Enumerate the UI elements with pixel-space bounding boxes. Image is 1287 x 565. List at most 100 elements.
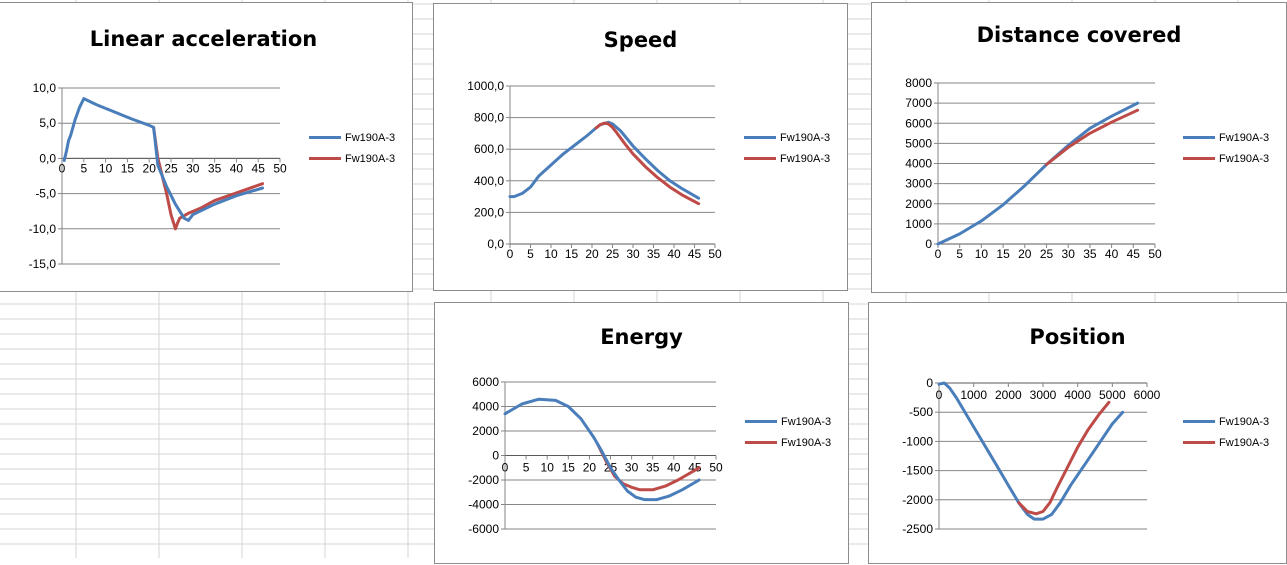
y-tick-label: -10,0 <box>29 222 57 236</box>
y-tick-label: -1000 <box>902 434 933 448</box>
y-tick-label: -15,0 <box>29 257 57 271</box>
x-tick-label: 10 <box>975 247 989 261</box>
x-tick-label: 15 <box>562 461 576 475</box>
y-tick-label: -1500 <box>902 464 933 478</box>
plot-area: 1000,0 800,0 600,0 400,0 200,0 0,00 5 10 15 20 25 3… <box>467 79 722 261</box>
legend: Fw190A-3 Fw190A-3 <box>745 411 831 453</box>
y-tick-label: 3000 <box>905 177 932 191</box>
x-tick-label: 20 <box>143 161 157 175</box>
x-tick-label: 40 <box>230 161 244 175</box>
y-tick-label: 5,0 <box>39 116 56 130</box>
series-line-1 <box>936 101 1140 246</box>
legend-swatch-series-1 <box>1183 420 1215 423</box>
x-tick-label: 50 <box>1148 247 1162 261</box>
y-tick-label: 800,0 <box>474 111 504 125</box>
x-tick-label: 5 <box>956 247 963 261</box>
x-tick-label: 25 <box>1040 247 1054 261</box>
legend-entry-series-1: Fw190A-3 <box>744 127 830 148</box>
chart-linear-acceleration[interactable]: Linear acceleration 10,0 5,0 0,0 -5,0 -10,0 -… <box>0 2 413 292</box>
x-tick-label: 40 <box>667 247 681 261</box>
legend-label-series-1: Fw190A-3 <box>1219 131 1270 144</box>
x-tick-label: 35 <box>1083 247 1097 261</box>
y-tick-label: 0 <box>926 376 933 390</box>
legend-label-series-2: Fw190A-3 <box>781 436 832 449</box>
legend-swatch-series-1 <box>744 136 776 139</box>
x-tick-label: 5 <box>527 247 534 261</box>
y-tick-label: 6000 <box>905 116 932 130</box>
x-tick-label: 40 <box>1105 247 1119 261</box>
x-tick-label: 5000 <box>1099 388 1126 402</box>
legend-entry-series-1: Fw190A-3 <box>1183 411 1269 432</box>
x-tick-label: 45 <box>1127 247 1141 261</box>
x-tick-label: 0 <box>936 388 943 402</box>
x-tick-label: 15 <box>121 161 135 175</box>
legend: Fw190A-3 Fw190A-3 <box>1183 411 1269 453</box>
legend-label-series-2: Fw190A-3 <box>345 152 396 165</box>
y-tick-label: 4000 <box>472 400 499 414</box>
legend-entry-series-1: Fw190A-3 <box>1183 127 1269 148</box>
y-tick-label: 1000 <box>905 217 932 231</box>
legend-label-series-1: Fw190A-3 <box>1219 415 1270 428</box>
x-tick-label: 30 <box>625 461 639 475</box>
series-line-1 <box>937 381 1125 521</box>
y-tick-label: 0 <box>925 237 932 251</box>
y-tick-label: -6000 <box>468 522 499 536</box>
y-tick-label: 4000 <box>905 157 932 171</box>
x-tick-label: 50 <box>709 461 723 475</box>
x-tick-label: 45 <box>252 161 266 175</box>
y-tick-label: 0,0 <box>39 151 56 165</box>
x-tick-label: 15 <box>565 247 579 261</box>
legend-label-series-1: Fw190A-3 <box>780 131 831 144</box>
legend-entry-series-2: Fw190A-3 <box>1183 432 1269 453</box>
y-tick-label: 0 <box>492 449 499 463</box>
x-tick-label: 2000 <box>995 388 1022 402</box>
legend-entry-series-2: Fw190A-3 <box>309 148 395 169</box>
legend: Fw190A-3 Fw190A-3 <box>309 127 395 169</box>
chart-energy[interactable]: Energy 6000 4000 2000 0 -2000 -4000 -6000 0 5 10 1… <box>434 302 849 564</box>
y-tick-label: 7000 <box>905 96 932 110</box>
legend-swatch-series-1 <box>1183 136 1215 139</box>
y-tick-label: 2000 <box>905 197 932 211</box>
legend-label-series-2: Fw190A-3 <box>1219 436 1270 449</box>
y-tick-label: -2000 <box>468 473 499 487</box>
series-line-2 <box>152 125 265 231</box>
y-tick-label: 1000,0 <box>467 79 504 93</box>
legend-swatch-series-2 <box>745 441 777 444</box>
y-tick-label: -2000 <box>902 493 933 507</box>
series-line-2 <box>1045 108 1140 166</box>
x-tick-label: 30 <box>186 161 200 175</box>
legend-entry-series-2: Fw190A-3 <box>1183 148 1269 169</box>
y-tick-label: 8000 <box>905 76 932 90</box>
legend-label-series-1: Fw190A-3 <box>781 415 832 428</box>
chart-position[interactable]: Position 0 -500 -1000 -1500 -2000 -2500 0 1000 2… <box>868 302 1287 564</box>
x-tick-label: 50 <box>273 161 287 175</box>
x-tick-label: 30 <box>626 247 640 261</box>
y-tick-label: 600,0 <box>474 142 504 156</box>
series-line-1 <box>62 97 265 222</box>
chart-title: Energy <box>600 325 683 349</box>
y-tick-label: 5000 <box>905 136 932 150</box>
chart-speed[interactable]: Speed 1000,0 800,0 600,0 400,0 200,0 0,0 0 5 10 1… <box>433 3 848 291</box>
x-tick-label: 5 <box>523 461 530 475</box>
plot-area: 10,0 5,0 0,0 -5,0 -10,0 -15,0 0 5 10 15 20 25 30 35 40… <box>29 81 287 271</box>
legend-label-series-2: Fw190A-3 <box>780 152 831 165</box>
x-tick-label: 30 <box>1062 247 1076 261</box>
legend-swatch-series-1 <box>745 420 777 423</box>
y-tick-label: -4000 <box>468 498 499 512</box>
chart-distance-covered[interactable]: Distance covered 8000 7000 6000 5000 4000 300… <box>871 2 1287 293</box>
series-line-1 <box>503 397 701 502</box>
y-tick-label: 10,0 <box>33 81 57 95</box>
y-tick-label: -2500 <box>902 522 933 536</box>
x-tick-label: 15 <box>996 247 1010 261</box>
x-tick-label: 0 <box>507 247 514 261</box>
y-tick-label: 0,0 <box>487 237 504 251</box>
chart-title: Linear acceleration <box>89 27 318 51</box>
legend-label-series-1: Fw190A-3 <box>345 131 396 144</box>
x-tick-label: 6000 <box>1134 388 1161 402</box>
x-tick-label: 45 <box>688 247 702 261</box>
x-tick-label: 50 <box>708 247 722 261</box>
legend-entry-series-2: Fw190A-3 <box>744 148 830 169</box>
